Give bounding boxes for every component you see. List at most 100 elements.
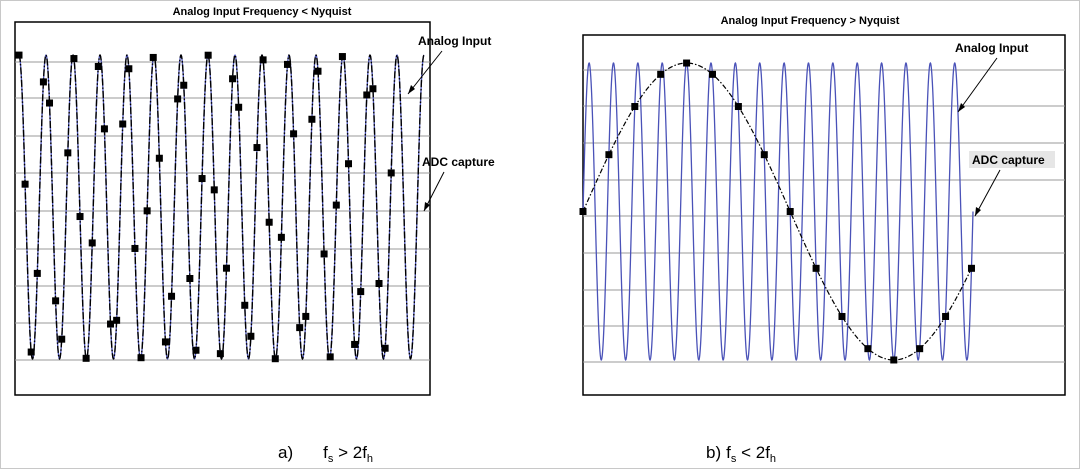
- chart-a-capture-arrowhead: [424, 202, 430, 211]
- chart-a-plot: [15, 51, 425, 363]
- capture-point: [27, 348, 35, 356]
- capture-point: [204, 51, 212, 59]
- capture-point: [107, 320, 115, 328]
- chart-b-capture-arrowhead: [975, 207, 981, 216]
- capture-point: [369, 85, 377, 93]
- capture-point: [271, 355, 279, 363]
- capture-point: [192, 346, 200, 354]
- capture-point: [734, 103, 742, 111]
- chart-a-title: Analog Input Frequency < Nyquist: [173, 6, 352, 18]
- capture-point: [100, 125, 108, 133]
- capture-point: [222, 264, 230, 272]
- capture-point: [351, 340, 359, 348]
- capture-point: [137, 354, 145, 362]
- capture-point: [21, 180, 29, 188]
- capture-point: [229, 75, 237, 83]
- capture-point: [125, 65, 133, 73]
- capture-point: [94, 62, 102, 70]
- chart-a-analog-arrow: [407, 50, 443, 95]
- capture-point: [216, 350, 224, 358]
- chart-a-legend-analog: Analog Input: [418, 34, 491, 48]
- chart-a-analog-arrowhead: [408, 85, 415, 94]
- capture-point: [210, 186, 218, 194]
- series-analog-input: [582, 61, 974, 362]
- series-adc-capture-line: [582, 62, 974, 361]
- chart-b-legend-analog: Analog Input: [955, 41, 1028, 55]
- capture-point: [838, 312, 846, 320]
- capture-point: [58, 335, 66, 343]
- capture-point: [39, 78, 47, 86]
- capture-point: [277, 233, 285, 241]
- capture-point: [605, 151, 613, 159]
- capture-point: [168, 292, 176, 300]
- capture-point: [235, 103, 243, 111]
- capture-point: [302, 312, 310, 320]
- chart-b-legend-capture-bg: [969, 151, 1055, 168]
- chart-a-legend-capture: ADC capture: [422, 155, 495, 169]
- capture-point: [338, 53, 346, 61]
- capture-point: [387, 169, 395, 177]
- capture-point: [381, 344, 389, 352]
- capture-point: [265, 218, 273, 226]
- series-analog-input: [18, 54, 425, 360]
- capture-point: [143, 207, 151, 215]
- capture-point: [942, 312, 950, 320]
- capture-point: [708, 70, 716, 78]
- capture-point: [967, 264, 975, 272]
- chart-a: Analog Input Frequency < Nyquist Analog …: [14, 6, 495, 465]
- chart-a-caption: a) fs > 2fh: [278, 443, 373, 465]
- chart-b-grid: [583, 69, 1065, 363]
- capture-point: [15, 51, 23, 59]
- capture-point: [186, 275, 194, 282]
- capture-point: [375, 280, 383, 287]
- capture-point: [326, 353, 334, 361]
- capture-point: [345, 160, 353, 168]
- capture-point: [916, 345, 924, 353]
- capture-point: [657, 70, 665, 78]
- capture-point: [683, 59, 691, 67]
- capture-point: [247, 332, 255, 340]
- capture-point: [241, 301, 249, 309]
- capture-point: [760, 151, 768, 159]
- capture-point: [88, 239, 96, 247]
- chart-b-analog-arrowhead: [958, 103, 965, 112]
- chart-b-legend-capture: ADC capture: [972, 153, 1045, 167]
- capture-point: [70, 55, 78, 63]
- capture-point: [149, 53, 157, 61]
- capture-point: [76, 213, 84, 221]
- capture-point: [812, 264, 820, 272]
- capture-point: [579, 208, 587, 215]
- capture-point: [52, 297, 60, 305]
- chart-b: Analog Input Frequency > Nyquist Analog …: [579, 15, 1066, 465]
- capture-point: [631, 103, 639, 111]
- capture-point: [198, 175, 206, 183]
- capture-point: [890, 356, 898, 364]
- capture-point: [290, 130, 298, 138]
- chart-b-caption: b) fs < 2fh: [706, 443, 776, 465]
- capture-point: [786, 208, 794, 215]
- capture-point: [161, 338, 169, 346]
- capture-point: [259, 56, 267, 64]
- capture-point: [308, 115, 316, 123]
- capture-point: [113, 316, 121, 324]
- capture-point: [180, 81, 188, 89]
- capture-point: [296, 324, 304, 332]
- capture-point: [320, 250, 328, 258]
- capture-point: [33, 269, 41, 277]
- chart-b-title: Analog Input Frequency > Nyquist: [721, 15, 900, 27]
- chart-b-analog-arrow: [957, 57, 998, 113]
- capture-point: [864, 345, 872, 353]
- capture-point: [253, 144, 261, 152]
- chart-a-grid: [15, 61, 430, 361]
- capture-point: [332, 201, 340, 209]
- capture-point: [64, 149, 72, 157]
- capture-point: [174, 95, 182, 103]
- capture-point: [155, 154, 163, 162]
- chart-b-frame: [582, 34, 1066, 396]
- capture-point: [363, 91, 371, 99]
- chart-b-capture-arrow: [974, 169, 1001, 217]
- chart-b-plot: [579, 59, 975, 364]
- capture-point: [46, 99, 54, 107]
- capture-point: [82, 354, 90, 362]
